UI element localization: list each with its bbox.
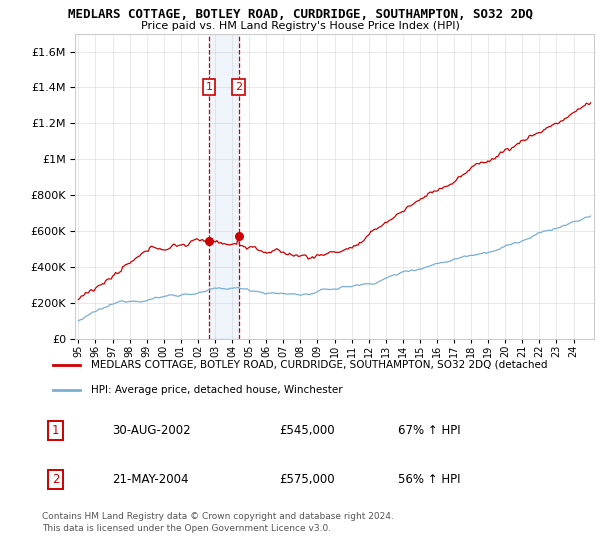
Text: Contains HM Land Registry data © Crown copyright and database right 2024.
This d: Contains HM Land Registry data © Crown c… [42,512,394,533]
Bar [209,34,239,339]
Text: MEDLARS COTTAGE, BOTLEY ROAD, CURDRIDGE, SOUTHAMPTON, SO32 2DQ (detached: MEDLARS COTTAGE, BOTLEY ROAD, CURDRIDGE,… [91,360,547,370]
Text: 67% ↑ HPI: 67% ↑ HPI [398,424,461,437]
Text: 56% ↑ HPI: 56% ↑ HPI [398,473,461,486]
Text: MEDLARS COTTAGE, BOTLEY ROAD, CURDRIDGE, SOUTHAMPTON, SO32 2DQ: MEDLARS COTTAGE, BOTLEY ROAD, CURDRIDGE,… [67,8,533,21]
Text: £575,000: £575,000 [280,473,335,486]
Text: 1: 1 [52,424,59,437]
Text: 1: 1 [206,82,212,92]
Text: Price paid vs. HM Land Registry's House Price Index (HPI): Price paid vs. HM Land Registry's House … [140,21,460,31]
Text: £545,000: £545,000 [280,424,335,437]
Text: HPI: Average price, detached house, Winchester: HPI: Average price, detached house, Winc… [91,385,342,395]
Text: 2: 2 [52,473,59,486]
Text: 2: 2 [235,82,242,92]
Text: 30-AUG-2002: 30-AUG-2002 [112,424,191,437]
Text: 21-MAY-2004: 21-MAY-2004 [112,473,189,486]
